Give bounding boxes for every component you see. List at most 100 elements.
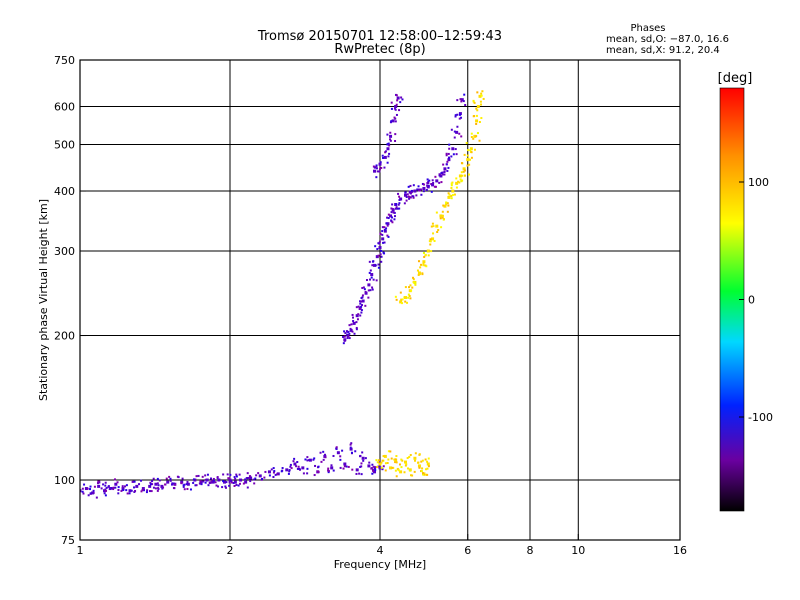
data-point	[412, 281, 415, 284]
data-point	[381, 468, 384, 471]
data-point	[393, 218, 396, 221]
data-point	[422, 472, 425, 475]
data-point	[98, 480, 101, 483]
data-point	[394, 461, 397, 464]
data-point	[182, 484, 185, 487]
data-point	[391, 216, 394, 219]
data-point	[428, 240, 431, 243]
data-point	[217, 485, 220, 488]
data-point	[357, 313, 360, 316]
data-point	[288, 469, 291, 472]
data-point	[348, 324, 351, 327]
data-point	[446, 169, 449, 172]
data-point	[215, 484, 218, 487]
data-point	[389, 214, 393, 218]
data-point	[204, 474, 207, 477]
data-point	[207, 484, 210, 487]
data-point	[406, 457, 409, 460]
data-point	[389, 138, 392, 141]
data-point	[353, 332, 356, 335]
data-point	[350, 451, 353, 454]
data-point	[427, 182, 430, 185]
data-point	[454, 115, 457, 118]
data-point	[426, 462, 430, 466]
data-point	[347, 465, 350, 468]
data-point	[454, 148, 457, 151]
data-point	[435, 179, 439, 183]
data-point	[394, 120, 397, 123]
data-point	[346, 336, 349, 339]
x-tick-label: 4	[377, 544, 384, 557]
data-point	[475, 122, 478, 125]
data-point	[385, 227, 388, 230]
data-point	[475, 107, 478, 110]
data-point	[422, 264, 425, 267]
data-point	[447, 152, 450, 155]
data-point	[361, 456, 365, 460]
data-point	[452, 153, 455, 156]
data-point	[264, 470, 267, 473]
data-point	[466, 164, 469, 167]
data-point	[302, 472, 305, 475]
stats-x-mode: mean, sd,X: 91.2, 20.4	[606, 45, 720, 56]
data-point	[172, 482, 175, 485]
data-point	[391, 221, 394, 224]
data-point	[349, 327, 352, 330]
data-point	[249, 475, 252, 478]
data-point	[412, 196, 415, 199]
data-point	[228, 481, 231, 484]
data-point	[378, 162, 382, 166]
data-point	[378, 240, 381, 243]
data-point	[242, 482, 245, 485]
data-point	[392, 211, 395, 214]
data-point	[389, 131, 392, 134]
data-point	[412, 278, 415, 281]
data-point	[390, 457, 393, 460]
data-point	[107, 485, 110, 488]
data-point	[380, 461, 383, 464]
chart-subtitle: RwPretec (8p)	[334, 42, 425, 57]
data-point	[465, 141, 468, 144]
data-point	[396, 99, 399, 102]
data-point	[164, 483, 167, 486]
data-point	[280, 470, 283, 473]
data-point	[458, 117, 461, 120]
data-point	[306, 467, 309, 470]
data-point	[429, 238, 432, 241]
data-point	[382, 465, 385, 468]
data-point	[411, 189, 414, 192]
data-point	[389, 466, 393, 470]
data-point	[235, 475, 238, 478]
data-point	[462, 170, 465, 173]
data-point	[180, 482, 183, 485]
data-point	[455, 153, 458, 156]
data-point	[410, 191, 413, 194]
data-point	[460, 98, 464, 102]
data-point	[128, 489, 132, 493]
data-point	[355, 306, 358, 309]
data-point	[378, 246, 382, 250]
data-point	[182, 485, 185, 488]
data-point	[362, 459, 365, 462]
data-point	[254, 477, 257, 480]
data-point	[121, 487, 125, 491]
data-point	[458, 132, 461, 135]
data-point	[478, 121, 481, 124]
data-point	[117, 488, 120, 491]
data-point	[379, 253, 382, 256]
data-point	[272, 467, 275, 470]
data-point	[349, 443, 352, 446]
data-point	[361, 286, 364, 289]
data-point	[80, 489, 82, 493]
y-tick-label: 400	[54, 185, 75, 198]
data-point	[324, 456, 327, 459]
data-point	[342, 335, 345, 338]
data-point	[425, 188, 428, 191]
data-point	[374, 245, 377, 248]
data-point	[394, 458, 397, 461]
data-point	[233, 480, 237, 484]
data-point	[212, 477, 215, 480]
data-point	[117, 486, 120, 489]
data-point	[399, 197, 403, 201]
data-point	[426, 178, 429, 181]
